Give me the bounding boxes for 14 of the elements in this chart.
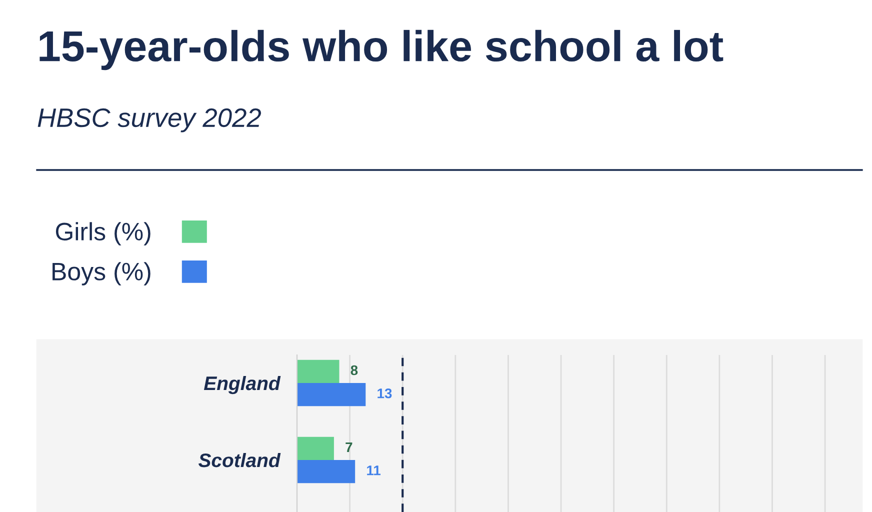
data-label: 11 (367, 466, 380, 476)
data-label: 8 (350, 365, 358, 376)
y-tick-label: Scotland (198, 452, 281, 468)
bar (297, 436, 334, 460)
legend-label: Girls (%) (56, 222, 150, 246)
legend-label: Boys (%) (52, 262, 150, 286)
bar (297, 383, 366, 406)
data-label: 7 (346, 442, 352, 452)
chart-subtitle: HBSC survey 2022 (38, 108, 262, 132)
bar (297, 460, 356, 484)
chart-title: 15-year-olds who like school a lot (40, 30, 724, 70)
bar (297, 360, 340, 383)
y-tick-label: England (204, 376, 281, 394)
data-label: 13 (378, 388, 392, 398)
